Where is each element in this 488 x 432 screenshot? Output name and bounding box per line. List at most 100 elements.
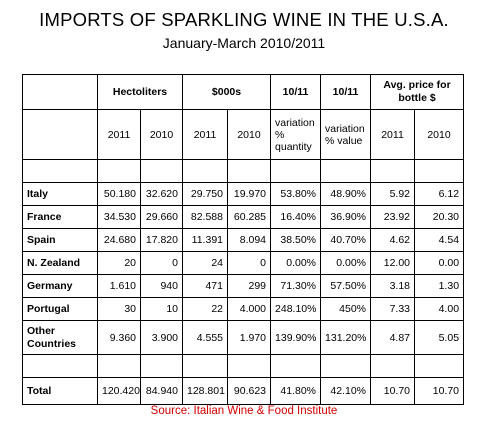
subheader-hl-2010: 2010 <box>140 109 183 160</box>
value-cell-hl2010: 10 <box>140 297 183 321</box>
value-cell-usd2010: 0 <box>226 251 272 275</box>
country-cell: France <box>22 205 98 229</box>
subheader-var-qty: variation % quantity <box>270 109 322 160</box>
total-usd-2010: 90.623 <box>226 377 272 405</box>
value-cell-usd2011: 471 <box>182 274 228 298</box>
table-row: Portugal 30 10 22 4.000 248.10% 450% 7.33 4.00 <box>22 297 465 321</box>
subheader-hl-2011: 2011 <box>97 109 141 160</box>
value-cell-usd2010: 8.094 <box>226 228 272 252</box>
spacer-cell <box>370 159 416 183</box>
header-thousands: $000s <box>181 74 272 110</box>
subheader-var-val: variation % value <box>320 109 372 160</box>
spacer-cell <box>140 354 183 378</box>
country-cell: Portugal <box>22 297 98 321</box>
value-cell-p2011: 23.92 <box>370 205 416 229</box>
table-row: Spain 24.680 17.820 11.391 8.094 38.50% 40.70%… <box>22 228 465 252</box>
value-cell-p2010: 4.54 <box>414 228 465 252</box>
value-cell-usd2010: 1.970 <box>226 320 272 355</box>
value-cell-hl2011: 30 <box>97 297 141 321</box>
country-cell: Other Countries <box>22 320 98 355</box>
total-price-2011: 10.70 <box>370 377 416 405</box>
value-cell-p2011: 4.62 <box>370 228 416 252</box>
value-cell-p2011: 3.18 <box>370 274 416 298</box>
total-label: Total <box>22 377 98 405</box>
value-cell-usd2011: 29.750 <box>182 182 228 206</box>
subheader-usd-2011: 2011 <box>182 109 228 160</box>
value-cell-usd2011: 82.588 <box>182 205 228 229</box>
spacer-cell <box>182 354 228 378</box>
value-cell-usd2011: 24 <box>182 251 228 275</box>
value-cell-varq: 0.00% <box>270 251 322 275</box>
header-blank-cell <box>22 74 98 110</box>
value-cell-p2010: 4.00 <box>414 297 465 321</box>
data-rows: Italy 50.180 32.620 29.750 19.970 53.80% 48.90… <box>22 182 465 355</box>
spacer-cell <box>370 354 416 378</box>
spacer-cell <box>140 159 183 183</box>
subheader-price-2010: 2010 <box>414 109 465 160</box>
value-cell-varv: 131.20% <box>320 320 372 355</box>
value-cell-varv: 48.90% <box>320 182 372 206</box>
spacer-cell <box>182 159 228 183</box>
table-subtitle: January-March 2010/2011 <box>162 35 326 51</box>
spacer-cell <box>226 354 272 378</box>
value-cell-hl2010: 3.900 <box>140 320 183 355</box>
total-hl-2010: 84.940 <box>140 377 183 405</box>
spacer-cell <box>270 354 322 378</box>
table-row: France 34.530 29.660 82.588 60.285 16.40% 36.9… <box>22 205 465 229</box>
spacer-cell <box>97 159 141 183</box>
spacer-cell <box>320 159 372 183</box>
value-cell-p2011: 5.92 <box>370 182 416 206</box>
spacer-cell <box>226 159 272 183</box>
value-cell-hl2010: 29.660 <box>140 205 183 229</box>
subheader-row: 2011 2010 2011 2010 variation % quantity… <box>22 109 465 160</box>
value-cell-varq: 16.40% <box>270 205 322 229</box>
spacer-cell <box>97 354 141 378</box>
value-cell-hl2011: 34.530 <box>97 205 141 229</box>
value-cell-usd2011: 11.391 <box>182 228 228 252</box>
total-var-val: 42.10% <box>320 377 372 405</box>
subheader-price-2011: 2011 <box>370 109 416 160</box>
total-price-2010: 10.70 <box>414 377 465 405</box>
country-cell: Spain <box>22 228 98 252</box>
total-row: Total 120.420 84.940 128.801 90.623 41.8… <box>22 377 465 405</box>
table-title: IMPORTS OF SPARKLING WINE IN THE U.S.A. <box>39 9 449 30</box>
value-cell-hl2011: 1.610 <box>97 274 141 298</box>
value-cell-hl2011: 50.180 <box>97 182 141 206</box>
value-cell-hl2010: 0 <box>140 251 183 275</box>
value-cell-hl2011: 9.360 <box>97 320 141 355</box>
value-cell-p2010: 20.30 <box>414 205 465 229</box>
header-avg-price: Avg. price for bottle $ <box>370 74 465 110</box>
value-cell-p2011: 7.33 <box>370 297 416 321</box>
spacer-cell <box>22 354 98 378</box>
value-cell-usd2010: 4.000 <box>226 297 272 321</box>
value-cell-hl2010: 17.820 <box>140 228 183 252</box>
header-hectoliters: Hectoliters <box>97 74 183 110</box>
value-cell-hl2010: 940 <box>140 274 183 298</box>
value-cell-p2010: 5.05 <box>414 320 465 355</box>
table-row: N. Zealand 20 0 24 0 0.00% 0.00% 12.00 0.00 <box>22 251 465 275</box>
spacer-cell <box>414 354 465 378</box>
value-cell-p2010: 0.00 <box>414 251 465 275</box>
subheader-blank-cell <box>22 109 98 160</box>
value-cell-usd2011: 22 <box>182 297 228 321</box>
value-cell-p2011: 4.87 <box>370 320 416 355</box>
spacer-row <box>22 159 465 183</box>
value-cell-varv: 36.90% <box>320 205 372 229</box>
value-cell-p2011: 12.00 <box>370 251 416 275</box>
value-cell-varq: 71.30% <box>270 274 322 298</box>
total-hl-2011: 120.420 <box>97 377 141 405</box>
subheader-usd-2010: 2010 <box>226 109 272 160</box>
header-var-val: 10/11 <box>320 74 372 110</box>
value-cell-p2010: 6.12 <box>414 182 465 206</box>
table-row: Italy 50.180 32.620 29.750 19.970 53.80% 48.90… <box>22 182 465 206</box>
value-cell-hl2010: 32.620 <box>140 182 183 206</box>
value-cell-usd2010: 60.285 <box>226 205 272 229</box>
total-usd-2011: 128.801 <box>182 377 228 405</box>
value-cell-varq: 248.10% <box>270 297 322 321</box>
header-row: Hectoliters $000s 10/11 10/11 Avg. price… <box>22 74 465 110</box>
spacer-row <box>22 354 465 378</box>
value-cell-hl2011: 24.680 <box>97 228 141 252</box>
value-cell-usd2010: 19.970 <box>226 182 272 206</box>
value-cell-p2010: 1.30 <box>414 274 465 298</box>
value-cell-varv: 0.00% <box>320 251 372 275</box>
